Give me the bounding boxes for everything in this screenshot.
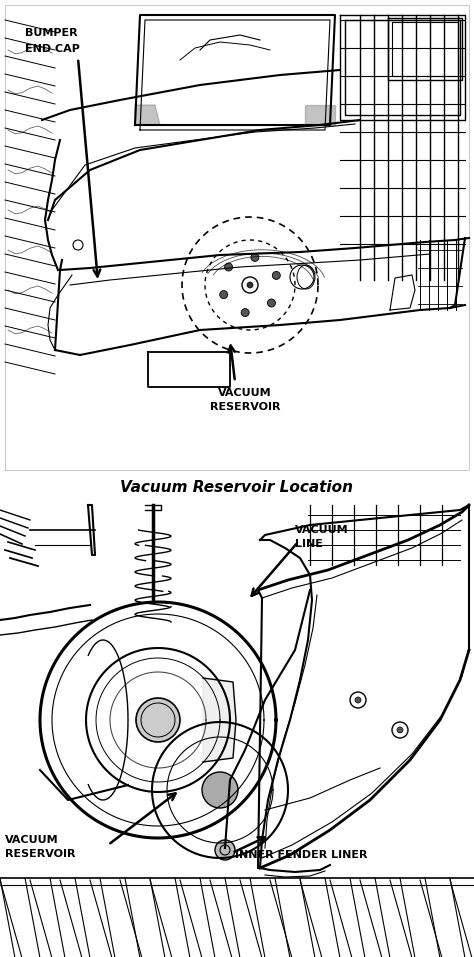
Circle shape	[215, 840, 235, 860]
Circle shape	[267, 299, 275, 307]
Text: RESERVOIR: RESERVOIR	[5, 849, 75, 859]
Text: VACUUM: VACUUM	[5, 835, 59, 845]
Circle shape	[247, 282, 253, 288]
Circle shape	[241, 308, 249, 317]
Text: VACUUM: VACUUM	[295, 525, 348, 535]
Text: INNER FENDER LINER: INNER FENDER LINER	[235, 850, 367, 860]
Polygon shape	[305, 105, 335, 125]
Polygon shape	[135, 105, 160, 125]
Circle shape	[225, 263, 233, 271]
Text: END CAP: END CAP	[25, 44, 80, 54]
Circle shape	[136, 698, 180, 742]
Text: VACUUM: VACUUM	[218, 388, 272, 398]
Text: RESERVOIR: RESERVOIR	[210, 402, 280, 412]
Circle shape	[272, 272, 280, 279]
Circle shape	[397, 727, 403, 733]
Text: BUMPER: BUMPER	[25, 28, 78, 38]
Circle shape	[202, 772, 238, 808]
Text: Vacuum Reservoir Location: Vacuum Reservoir Location	[120, 480, 354, 496]
Text: LINE: LINE	[295, 539, 323, 549]
FancyBboxPatch shape	[148, 352, 230, 387]
Polygon shape	[203, 678, 236, 762]
Circle shape	[251, 254, 259, 261]
Circle shape	[219, 291, 228, 299]
Circle shape	[355, 697, 361, 703]
